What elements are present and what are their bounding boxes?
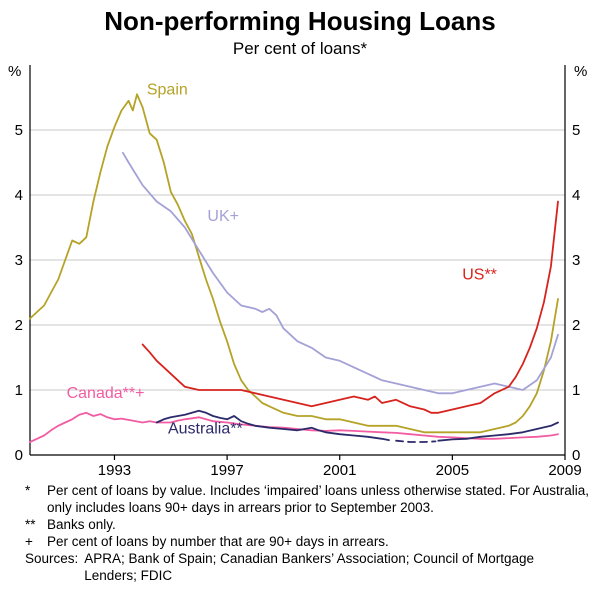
y-tick-label-left: 4	[15, 187, 23, 204]
series-canada-label: Canada**+	[67, 385, 145, 402]
footnote-text: Banks only.	[47, 517, 116, 532]
footnote-marker: **	[25, 517, 36, 532]
series-us-label: US**	[462, 267, 497, 284]
series-canada-line	[29, 411, 559, 443]
x-tick-label: 2001	[323, 462, 356, 479]
series-uk-label: UK+	[207, 208, 239, 225]
footnote-asterisk: * Per cent of loans by value. Includes ‘…	[25, 482, 590, 516]
y-tick-label-left: 2	[15, 317, 23, 334]
footnote-marker: *	[25, 483, 31, 498]
y-unit-left: %	[8, 63, 21, 80]
chart-subtitle: Per cent of loans*	[232, 39, 368, 58]
chart-title: Non-performing Housing Loans	[104, 6, 496, 36]
footnote-text: Per cent of loans by number that are 90+…	[47, 534, 389, 549]
y-tick-label-right: 4	[572, 187, 580, 204]
series-spain-line	[29, 93, 559, 434]
series-australia-line	[395, 439, 437, 443]
series-uk-line	[122, 151, 559, 395]
footnote-sources: Sources: APRA; Bank of Spain; Canadian B…	[25, 550, 590, 584]
x-tick-label: 2005	[436, 462, 469, 479]
footnote-plus: + Per cent of loans by number that are 9…	[25, 533, 590, 550]
y-tick-label-right: 1	[572, 382, 580, 399]
y-tick-label-left: 0	[15, 447, 23, 464]
series-australia-label: Australia**	[168, 421, 243, 438]
y-tick-label-right: 0	[572, 447, 580, 464]
y-tick-label-right: 3	[572, 252, 580, 269]
sources-label: Sources:	[25, 551, 79, 566]
sources-text: APRA; Bank of Spain; Canadian Bankers’ A…	[84, 551, 535, 583]
x-tick-label: 1993	[98, 462, 131, 479]
footnotes: * Per cent of loans by value. Includes ‘…	[25, 482, 590, 584]
y-tick-label-right: 5	[572, 122, 580, 139]
series-australia-line	[437, 421, 559, 442]
series-us-line	[141, 200, 559, 414]
y-unit-right: %	[574, 63, 587, 80]
footnote-marker: +	[25, 534, 33, 549]
x-tick-label: 1997	[210, 462, 243, 479]
y-tick-label-left: 1	[15, 382, 23, 399]
footnote-double-asterisk: ** Banks only.	[25, 516, 590, 533]
y-tick-label-left: 5	[15, 122, 23, 139]
series-australia-line	[155, 409, 390, 442]
y-tick-label-left: 3	[15, 252, 23, 269]
series-spain-label: Spain	[147, 81, 188, 98]
x-tick-label: 2009	[548, 462, 581, 479]
footnote-text: Per cent of loans by value. Includes ‘im…	[47, 483, 590, 515]
y-tick-label-right: 2	[572, 317, 580, 334]
